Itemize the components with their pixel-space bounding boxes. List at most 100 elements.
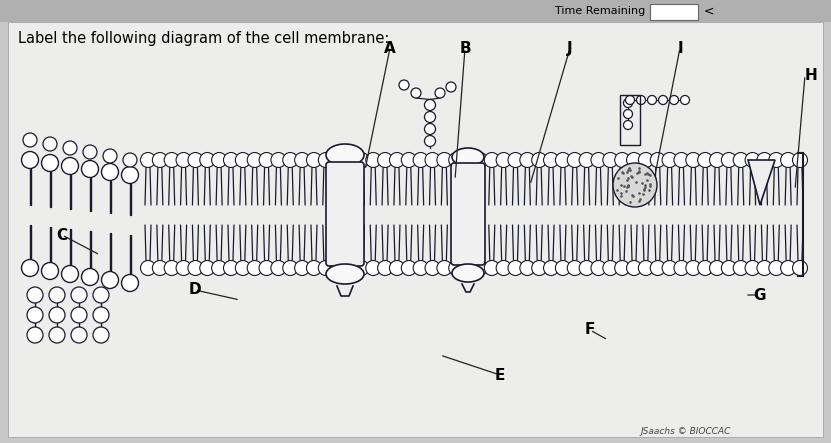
- Circle shape: [140, 260, 155, 276]
- Circle shape: [623, 109, 632, 118]
- Circle shape: [446, 82, 456, 92]
- Circle shape: [283, 260, 297, 276]
- Circle shape: [27, 287, 43, 303]
- Polygon shape: [748, 160, 775, 205]
- Circle shape: [650, 260, 666, 276]
- Circle shape: [579, 260, 594, 276]
- Text: A: A: [384, 40, 396, 55]
- Circle shape: [670, 96, 678, 105]
- Text: B: B: [460, 40, 471, 55]
- Circle shape: [354, 152, 369, 167]
- Circle shape: [460, 260, 475, 276]
- Circle shape: [623, 120, 632, 129]
- Circle shape: [93, 327, 109, 343]
- Circle shape: [71, 327, 87, 343]
- Circle shape: [543, 260, 558, 276]
- Circle shape: [623, 98, 632, 108]
- Circle shape: [377, 152, 392, 167]
- Circle shape: [674, 260, 689, 276]
- Circle shape: [496, 152, 511, 167]
- Circle shape: [591, 260, 606, 276]
- Text: H: H: [805, 67, 818, 82]
- Circle shape: [188, 260, 203, 276]
- Circle shape: [93, 287, 109, 303]
- Circle shape: [49, 287, 65, 303]
- Circle shape: [662, 152, 677, 167]
- Circle shape: [733, 152, 748, 167]
- Circle shape: [212, 260, 227, 276]
- Circle shape: [650, 152, 666, 167]
- Circle shape: [42, 155, 58, 171]
- Circle shape: [318, 260, 333, 276]
- Circle shape: [757, 260, 772, 276]
- Circle shape: [555, 260, 570, 276]
- Circle shape: [307, 152, 322, 167]
- FancyBboxPatch shape: [451, 163, 485, 265]
- Circle shape: [366, 152, 381, 167]
- Circle shape: [212, 152, 227, 167]
- Circle shape: [473, 152, 488, 167]
- Circle shape: [140, 152, 155, 167]
- Circle shape: [686, 260, 701, 276]
- Circle shape: [508, 260, 523, 276]
- Circle shape: [437, 152, 452, 167]
- Circle shape: [43, 137, 57, 151]
- Circle shape: [425, 260, 440, 276]
- Circle shape: [81, 268, 99, 285]
- Circle shape: [745, 260, 760, 276]
- Circle shape: [780, 260, 795, 276]
- Circle shape: [165, 260, 179, 276]
- Circle shape: [555, 152, 570, 167]
- FancyBboxPatch shape: [650, 4, 698, 20]
- Circle shape: [401, 260, 416, 276]
- Circle shape: [49, 327, 65, 343]
- Circle shape: [93, 307, 109, 323]
- Circle shape: [745, 152, 760, 167]
- Circle shape: [532, 152, 547, 167]
- Circle shape: [681, 96, 690, 105]
- Circle shape: [188, 152, 203, 167]
- Circle shape: [496, 260, 511, 276]
- Circle shape: [247, 152, 263, 167]
- Circle shape: [259, 260, 274, 276]
- Circle shape: [123, 153, 137, 167]
- Circle shape: [411, 88, 421, 98]
- Circle shape: [330, 260, 345, 276]
- Circle shape: [520, 260, 535, 276]
- Circle shape: [366, 260, 381, 276]
- Circle shape: [63, 141, 77, 155]
- Circle shape: [199, 152, 214, 167]
- Circle shape: [508, 152, 523, 167]
- Circle shape: [176, 152, 191, 167]
- Circle shape: [710, 152, 725, 167]
- Circle shape: [460, 152, 475, 167]
- Circle shape: [615, 152, 630, 167]
- Circle shape: [61, 158, 78, 175]
- Circle shape: [568, 152, 583, 167]
- Circle shape: [425, 112, 435, 123]
- Circle shape: [520, 152, 535, 167]
- Circle shape: [733, 260, 748, 276]
- Circle shape: [602, 260, 617, 276]
- Circle shape: [318, 152, 333, 167]
- Circle shape: [235, 152, 250, 167]
- Text: E: E: [494, 368, 505, 382]
- FancyBboxPatch shape: [8, 22, 823, 437]
- Circle shape: [22, 260, 38, 276]
- Circle shape: [71, 307, 87, 323]
- Circle shape: [449, 260, 464, 276]
- Circle shape: [638, 152, 653, 167]
- Circle shape: [259, 152, 274, 167]
- Text: F: F: [585, 323, 595, 338]
- Circle shape: [390, 260, 405, 276]
- Circle shape: [686, 152, 701, 167]
- Ellipse shape: [326, 144, 364, 166]
- Circle shape: [23, 133, 37, 147]
- FancyBboxPatch shape: [0, 0, 831, 22]
- Circle shape: [757, 152, 772, 167]
- Circle shape: [473, 260, 488, 276]
- Circle shape: [579, 152, 594, 167]
- Circle shape: [698, 260, 713, 276]
- Circle shape: [449, 152, 464, 167]
- Circle shape: [769, 260, 784, 276]
